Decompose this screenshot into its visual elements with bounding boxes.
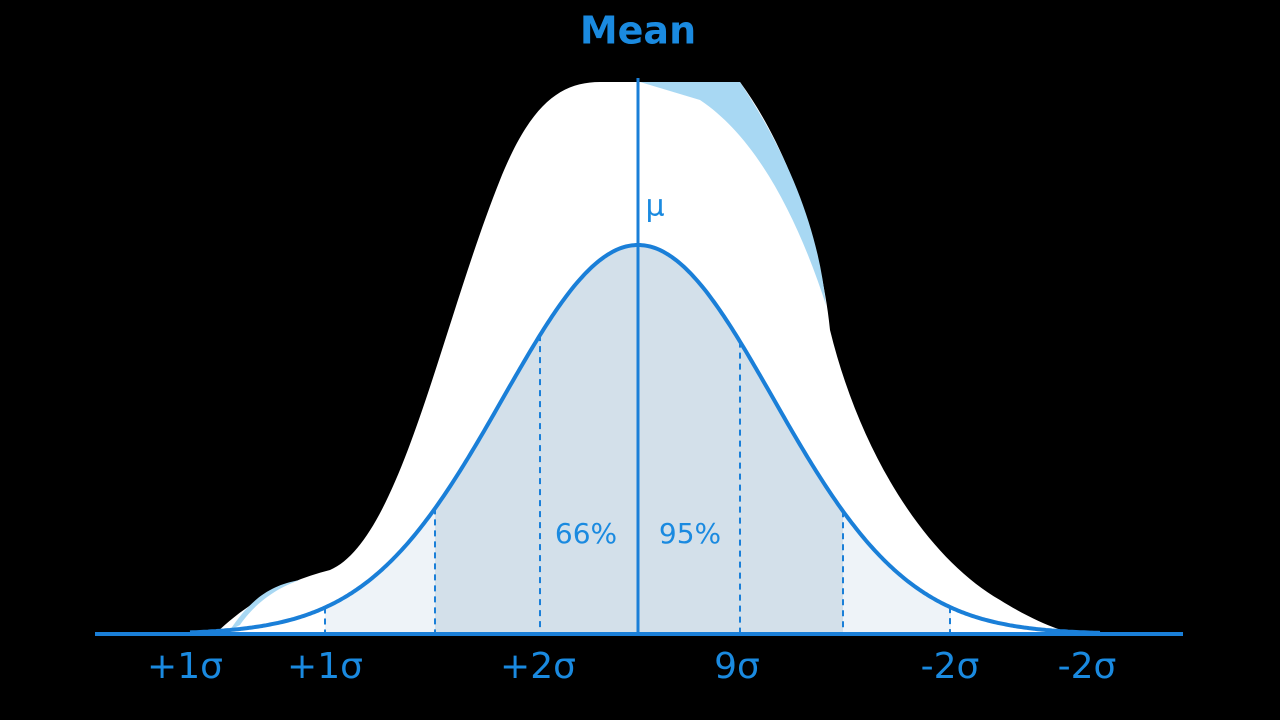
accent-shape [640, 82, 826, 305]
axis-label: +1σ [287, 646, 363, 687]
mean-symbol: μ [645, 189, 664, 224]
axis-label: +1σ [147, 646, 223, 687]
bell-curve [189, 243, 1101, 635]
region-label: 95% [659, 517, 721, 550]
region-label: 66% [555, 517, 617, 550]
axis-label: -2σ [1058, 646, 1117, 687]
accent-shape-left [230, 580, 300, 630]
title: Mean [580, 9, 696, 53]
axis-label: +2σ [500, 646, 576, 687]
axis-label: -2σ [921, 646, 980, 687]
axis-label: 9σ [714, 646, 760, 687]
